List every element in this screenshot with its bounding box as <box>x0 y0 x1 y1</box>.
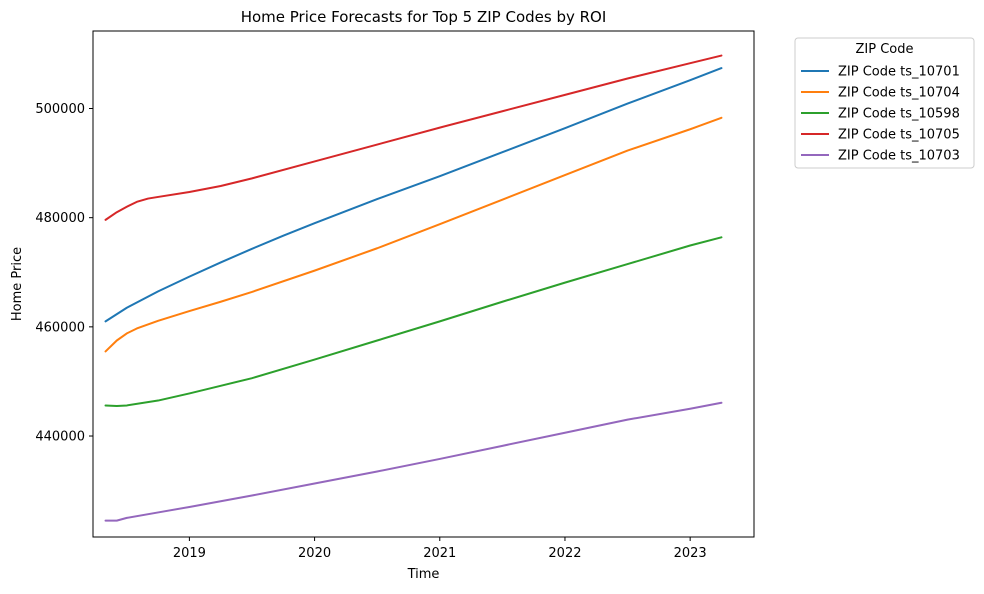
chart-title: Home Price Forecasts for Top 5 ZIP Codes… <box>241 8 607 26</box>
legend-label-4: ZIP Code ts_10705 <box>838 128 960 143</box>
x-axis: 2019 2020 2021 2022 2023 <box>173 537 707 561</box>
x-tick-label: 2019 <box>173 546 206 561</box>
legend-label-5: ZIP Code ts_10703 <box>838 149 960 164</box>
plot-frame <box>92 30 755 538</box>
legend-label-2: ZIP Code ts_10704 <box>838 86 960 101</box>
legend-label-3: ZIP Code ts_10598 <box>838 107 960 122</box>
series-line-1 <box>104 67 723 323</box>
x-tick-label: 2023 <box>674 546 707 561</box>
y-axis: 440000 460000 480000 500000 <box>35 102 93 445</box>
y-axis-label: Home Price <box>10 247 25 321</box>
x-tick-label: 2020 <box>298 546 331 561</box>
x-tick-label: 2021 <box>423 546 456 561</box>
y-tick-label: 460000 <box>35 320 85 335</box>
x-axis-label: Time <box>407 567 440 582</box>
legend-title: ZIP Code <box>856 42 914 57</box>
y-tick-label: 480000 <box>35 211 85 226</box>
y-tick-label: 500000 <box>35 102 85 117</box>
series-line-3 <box>104 236 723 407</box>
series-line-5 <box>104 401 723 522</box>
y-tick-label: 440000 <box>35 430 85 445</box>
legend-label-1: ZIP Code ts_10701 <box>838 65 960 80</box>
legend-box <box>794 37 975 169</box>
series-line-2 <box>104 116 723 353</box>
series-line-4 <box>104 54 723 221</box>
legend-entries: ZIP Code ts_10701 ZIP Code ts_10704 ZIP Co… <box>801 65 960 164</box>
x-tick-label: 2022 <box>548 546 581 561</box>
plot-lines <box>104 54 723 522</box>
